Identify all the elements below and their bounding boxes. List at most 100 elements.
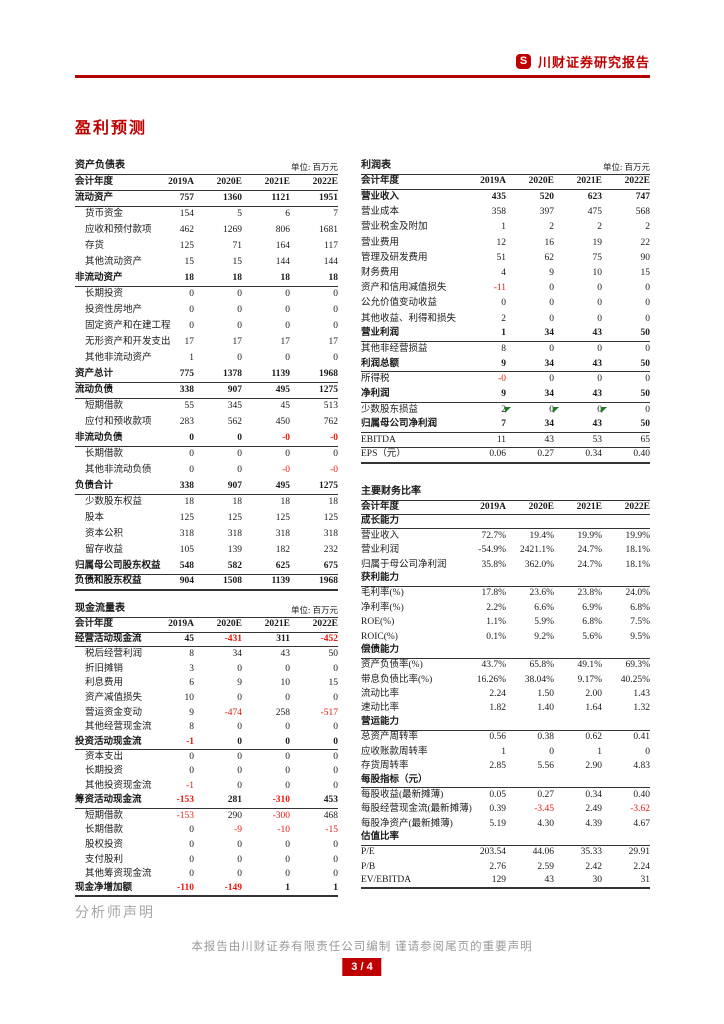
cell-value: 0 [645, 283, 650, 294]
row-label: 少数股东权益 [85, 497, 143, 508]
row-label: 其他收益、利得和损失 [361, 313, 457, 324]
cell-value: 2.59 [537, 861, 554, 872]
cell-value: 0 [549, 374, 554, 385]
table-row: 公允价值变动收益 0 0 0 0 [361, 297, 650, 312]
cell-value: 548 [179, 560, 194, 571]
cell-value: 16.26% [476, 674, 506, 685]
cell-value: 0 [645, 343, 650, 354]
cell-value: 232 [323, 545, 338, 556]
left-column: 资产负债表 单位: 百万元 会计年度 2019A 2020E 2021E 2022E 流动资产… [75, 158, 338, 898]
year-column-header: 2019A [168, 619, 194, 630]
row-label: 其他非经营损益 [361, 343, 428, 354]
cell-value: 520 [539, 192, 554, 203]
cell-value: 0 [333, 321, 338, 332]
cell-value: 0 [237, 663, 242, 674]
cell-value: 0.27 [537, 789, 554, 800]
table-row: 其他筹资现金流 0 0 0 0 [75, 868, 338, 883]
cell-value: 125 [323, 513, 338, 524]
cell-value: 1360 [223, 192, 242, 203]
cell-value: 8 [189, 648, 194, 659]
table-row: 利润总额 9 34 43 50 [361, 357, 650, 373]
row-label: 其他非流动资产 [85, 353, 152, 364]
cell-value: 0 [237, 449, 242, 460]
cell-value: 0 [237, 432, 242, 443]
cell-value: 17 [184, 337, 195, 348]
cell-value: 1 [501, 746, 506, 757]
row-label: 经营活动现金流 [75, 633, 142, 644]
cell-value: -452 [320, 633, 338, 644]
cell-value: 0.40 [633, 789, 650, 800]
cell-value: 19.9% [625, 530, 650, 541]
tables-area: 资产负债表 单位: 百万元 会计年度 2019A 2020E 2021E 2022E 流动资产… [75, 158, 651, 898]
cell-value-flagged: 0 [505, 405, 554, 416]
table-row: 净利率(%) 2.2% 6.6% 6.9% 6.8% [361, 601, 650, 615]
row-label: 非流动资产 [75, 272, 123, 283]
cell-value: 904 [179, 576, 194, 587]
cell-value: 623 [587, 192, 602, 203]
table-row: EBITDA 11 43 53 65 [361, 433, 650, 449]
table-row: 少数股东权益 18 18 18 18 [75, 495, 338, 511]
cell-value: 65.8% [529, 660, 554, 671]
row-label: 流动负债 [75, 384, 114, 395]
row-label: 流动比率 [361, 689, 400, 700]
cell-value: 0 [333, 289, 338, 300]
cell-value: 1275 [319, 480, 338, 491]
cell-value: 5.9% [534, 617, 554, 628]
cell-value: 8 [189, 722, 194, 733]
table-row: 每股收益(最新摊薄) 0.05 0.27 0.34 0.40 [361, 788, 650, 802]
analyst-statement-heading: 分析师声明 [75, 906, 155, 921]
cell-value: 19 [592, 237, 603, 248]
row-label: 投资性房地产 [85, 305, 143, 316]
year-column-header: 2022E [624, 501, 650, 512]
cell-value: 144 [275, 257, 290, 268]
brand-title: 川财证券研究报告 [537, 55, 650, 70]
cell-value: 125 [275, 513, 290, 524]
cell-value: 1269 [223, 225, 242, 236]
cell-value: 0 [285, 781, 290, 792]
table-row: EPS（元） 0.06 0.27 0.34 0.40 [361, 448, 650, 464]
row-label: 营业利润 [361, 545, 400, 556]
row-label: 留存收益 [85, 545, 124, 556]
cell-value: 6.8% [630, 602, 650, 613]
cell-value: 34 [544, 328, 555, 339]
cell-value: 1.32 [633, 703, 650, 714]
cell-value: 16 [544, 237, 555, 248]
year-column-header: 2019A [168, 176, 194, 187]
cell-value: 7 [501, 419, 506, 430]
cell-value: 2 [597, 222, 602, 233]
cell-value: 0 [237, 305, 242, 316]
row-label: 存货周转率 [361, 761, 409, 772]
cell-value: 0 [597, 313, 602, 324]
cell-value: 0 [333, 449, 338, 460]
cell-value: -0 [282, 465, 290, 476]
row-label: 负债合计 [75, 480, 114, 491]
cell-value: 1275 [319, 384, 338, 395]
row-label: 长期借款 [85, 449, 124, 460]
cell-value: 0 [285, 736, 290, 747]
cell-value: 17 [232, 337, 243, 348]
cell-value: 75 [592, 252, 603, 263]
table-row: 应付和预收款项 283 562 450 762 [75, 415, 338, 431]
cell-value: 582 [227, 560, 242, 571]
cell-value: 1.1% [486, 617, 506, 628]
row-label: 应付和预收款项 [85, 417, 152, 428]
cell-value: 0 [597, 298, 602, 309]
cell-value: 358 [491, 207, 506, 218]
row-label: 管理及研发费用 [361, 252, 428, 263]
cell-value: 50 [640, 388, 651, 399]
table-row: 其他非流动负债 0 0 -0 -0 [75, 463, 338, 479]
cell-value: 0 [285, 869, 290, 880]
cell-value: 9.2% [534, 631, 554, 642]
table-row: 获利能力 [361, 573, 650, 587]
cell-value: 10 [280, 678, 291, 689]
year-column-header: 2021E [264, 619, 290, 630]
row-label: 每股经营现金流(最新摊薄) [361, 804, 472, 815]
cell-value: 562 [227, 417, 242, 428]
table-row: 投资活动现金流 -1 0 0 0 [75, 736, 338, 751]
cell-value: 34 [544, 358, 555, 369]
cell-value: 462 [179, 225, 194, 236]
row-label: 应收和预付款项 [85, 225, 152, 236]
cell-value: 43 [592, 328, 603, 339]
cell-value: 31 [640, 875, 651, 886]
cell-value: 290 [227, 810, 242, 821]
